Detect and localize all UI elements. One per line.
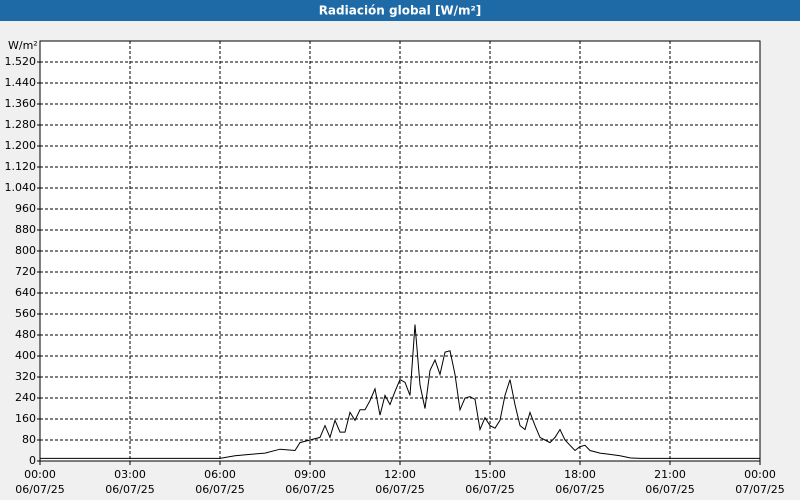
x-tick-date: 06/07/25 <box>375 483 424 496</box>
x-tick-date: 06/07/25 <box>555 483 604 496</box>
x-tick-date: 06/07/25 <box>465 483 514 496</box>
y-tick-label: 480 <box>15 328 36 341</box>
y-tick-label: 1.360 <box>5 97 37 110</box>
y-unit-label: W/m² <box>8 39 38 52</box>
x-tick-date: 07/07/25 <box>735 483 784 496</box>
y-tick-label: 800 <box>15 244 36 257</box>
y-tick-label: 1.200 <box>5 139 37 152</box>
x-tick-time: 09:00 <box>294 468 326 481</box>
y-tick-label: 80 <box>22 433 36 446</box>
y-tick-label: 720 <box>15 265 36 278</box>
x-tick-time: 00:00 <box>24 468 56 481</box>
y-tick-label: 0 <box>29 454 36 467</box>
x-tick-date: 06/07/25 <box>645 483 694 496</box>
y-tick-label: 400 <box>15 349 36 362</box>
y-tick-label: 1.440 <box>5 76 37 89</box>
x-tick-time: 06:00 <box>204 468 236 481</box>
data-line <box>40 324 760 459</box>
x-tick-time: 03:00 <box>114 468 146 481</box>
x-tick-date: 06/07/25 <box>105 483 154 496</box>
x-tick-date: 06/07/25 <box>195 483 244 496</box>
x-tick-date: 06/07/25 <box>285 483 334 496</box>
chart-title: Radiación global [W/m²] <box>319 4 482 18</box>
x-tick-date: 06/07/25 <box>15 483 64 496</box>
y-tick-label: 1.040 <box>5 181 37 194</box>
y-tick-label: 960 <box>15 202 36 215</box>
title-bar <box>0 0 800 21</box>
y-tick-label: 640 <box>15 286 36 299</box>
y-tick-label: 880 <box>15 223 36 236</box>
x-tick-time: 18:00 <box>564 468 596 481</box>
x-tick-time: 21:00 <box>654 468 686 481</box>
y-tick-label: 160 <box>15 412 36 425</box>
y-tick-label: 560 <box>15 307 36 320</box>
x-tick-time: 15:00 <box>474 468 506 481</box>
x-tick-time: 00:00 <box>744 468 776 481</box>
y-tick-label: 240 <box>15 391 36 404</box>
y-tick-label: 1.280 <box>5 118 37 131</box>
y-tick-label: 320 <box>15 370 36 383</box>
y-tick-label: 1.120 <box>5 160 37 173</box>
x-tick-time: 12:00 <box>384 468 416 481</box>
y-tick-label: 1.520 <box>5 55 37 68</box>
